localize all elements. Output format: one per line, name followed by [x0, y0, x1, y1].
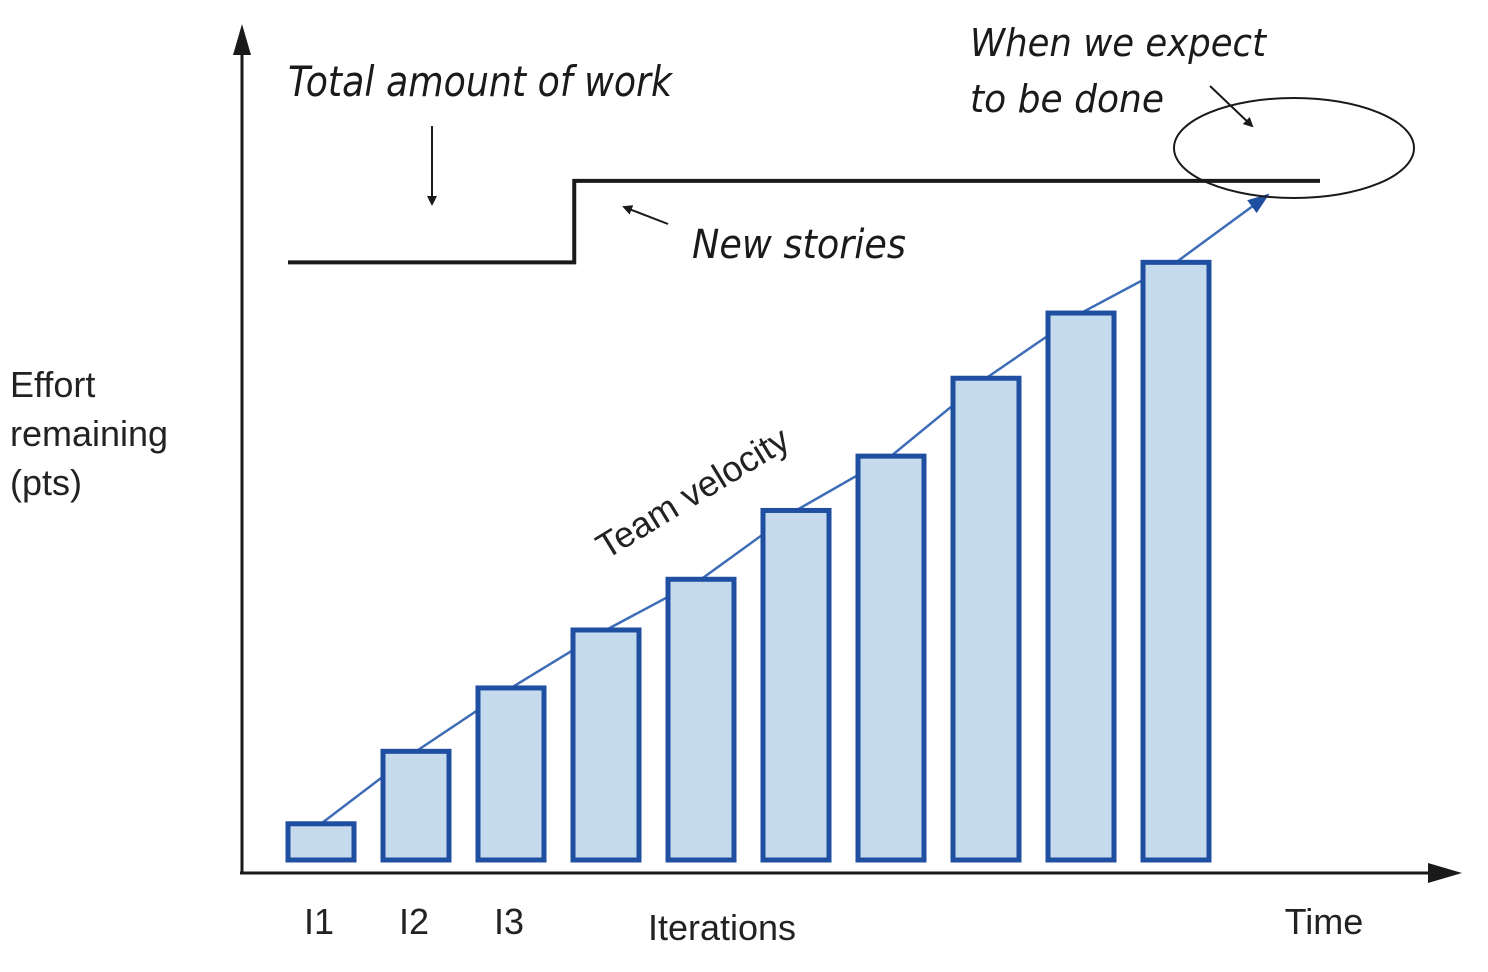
x-axis-arrowhead	[1428, 863, 1462, 883]
y-axis-label-line-3: (pts)	[10, 462, 82, 503]
done-highlight-ellipse	[1173, 97, 1415, 199]
total-work-line	[288, 178, 1320, 265]
bar-iteration-1	[285, 821, 357, 863]
bar-iteration-10	[1140, 259, 1212, 863]
axes	[233, 24, 1462, 883]
x-tick-label-2: I2	[399, 901, 429, 942]
time-axis-label: Time	[1285, 901, 1364, 942]
x-tick-labels: I1 I2 I3	[304, 901, 524, 942]
x-tick-label-1: I1	[304, 901, 334, 942]
y-axis-arrowhead	[233, 24, 251, 55]
y-axis-label: Effort remaining (pts)	[10, 360, 168, 507]
x-axis-label: Iterations	[648, 907, 796, 948]
bar-iteration-9	[1045, 310, 1117, 863]
bar-iteration-3	[475, 685, 547, 863]
done-annotation-line-1: When we expect	[970, 21, 1268, 65]
y-axis-label-line-2: remaining	[10, 413, 169, 454]
y-axis-label-line-1: Effort	[10, 364, 96, 405]
bar-iteration-8	[950, 375, 1022, 863]
total-work-layer	[288, 178, 1320, 265]
new-stories-annotation: New stories	[692, 222, 906, 268]
bars-layer	[285, 259, 1212, 863]
total-work-annotation: Total amount of work	[288, 57, 673, 106]
bar-iteration-4	[570, 627, 642, 863]
done-annotation-line-2: to be done	[970, 77, 1164, 121]
bar-iteration-7	[855, 453, 927, 863]
bar-iteration-2	[380, 748, 452, 863]
bar-iteration-5	[665, 576, 737, 863]
bar-iteration-6	[760, 507, 832, 863]
x-tick-label-3: I3	[494, 901, 524, 942]
new-stories-pointer-arrow	[622, 205, 669, 225]
